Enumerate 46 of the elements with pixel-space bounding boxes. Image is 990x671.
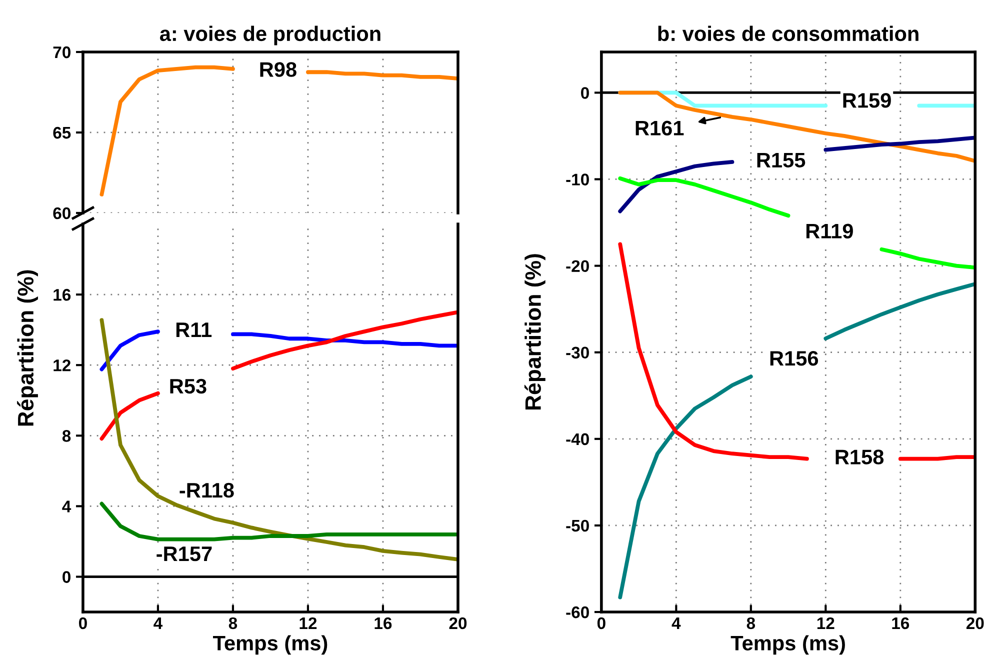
y-tick-label: 16 <box>54 288 71 301</box>
y-tick-label: -30 <box>566 346 589 359</box>
x-axis-title: Temps (ms) <box>213 635 328 655</box>
annotation: R161 <box>636 120 684 136</box>
y-tick-label: 12 <box>54 359 70 372</box>
x-tick-label: 4 <box>672 617 681 629</box>
x-tick-label: 12 <box>817 617 834 629</box>
y-tick-label: 70 <box>53 46 70 58</box>
annotation: R98 <box>260 62 296 77</box>
y-axis-title: Répartition (%) <box>524 254 546 410</box>
y-tick-label: -10 <box>566 174 589 186</box>
x-tick-label: 20 <box>966 617 984 630</box>
x-axis-title: Temps (ms) <box>730 635 845 655</box>
x-tick-label: 0 <box>78 617 87 630</box>
annotation: R155 <box>757 152 806 168</box>
annotation: -R118 <box>180 482 234 498</box>
x-tick-label: 16 <box>374 617 392 630</box>
annotation: R119 <box>806 224 853 238</box>
chart-title: b: voies de consommation <box>658 26 918 42</box>
x-tick-label: 20 <box>449 617 467 630</box>
annotation: R53 <box>170 378 206 394</box>
y-tick-label: 0 <box>62 571 70 583</box>
x-tick-label: 8 <box>228 617 238 630</box>
annotation: R158 <box>836 450 884 464</box>
chart-title: a: voies de production <box>160 26 380 46</box>
annotation: R11 <box>176 322 212 337</box>
x-tick-label: 16 <box>892 617 910 630</box>
x-tick-label: 0 <box>597 617 606 630</box>
y-tick-label: -50 <box>566 520 589 532</box>
y-tick-label: -40 <box>566 433 589 446</box>
y-tick-label: 8 <box>62 430 71 442</box>
annotation: R159 <box>843 93 891 108</box>
y-tick-label: 60 <box>53 207 70 220</box>
x-tick-label: 12 <box>300 617 317 629</box>
y-tick-label: 0 <box>581 87 589 99</box>
annotation: -R157 <box>156 546 212 562</box>
x-tick-label: 8 <box>746 617 756 630</box>
y-tick-label: -20 <box>566 260 589 272</box>
x-tick-label: 4 <box>154 617 163 629</box>
y-tick-label: 65 <box>53 126 71 139</box>
y-tick-label: -60 <box>566 606 589 618</box>
line-series <box>100 502 458 542</box>
y-tick-label: 4 <box>62 500 72 512</box>
annotation: R156 <box>770 350 818 366</box>
line-series <box>100 318 458 562</box>
y-axis-title: Répartition (%) <box>17 270 38 426</box>
